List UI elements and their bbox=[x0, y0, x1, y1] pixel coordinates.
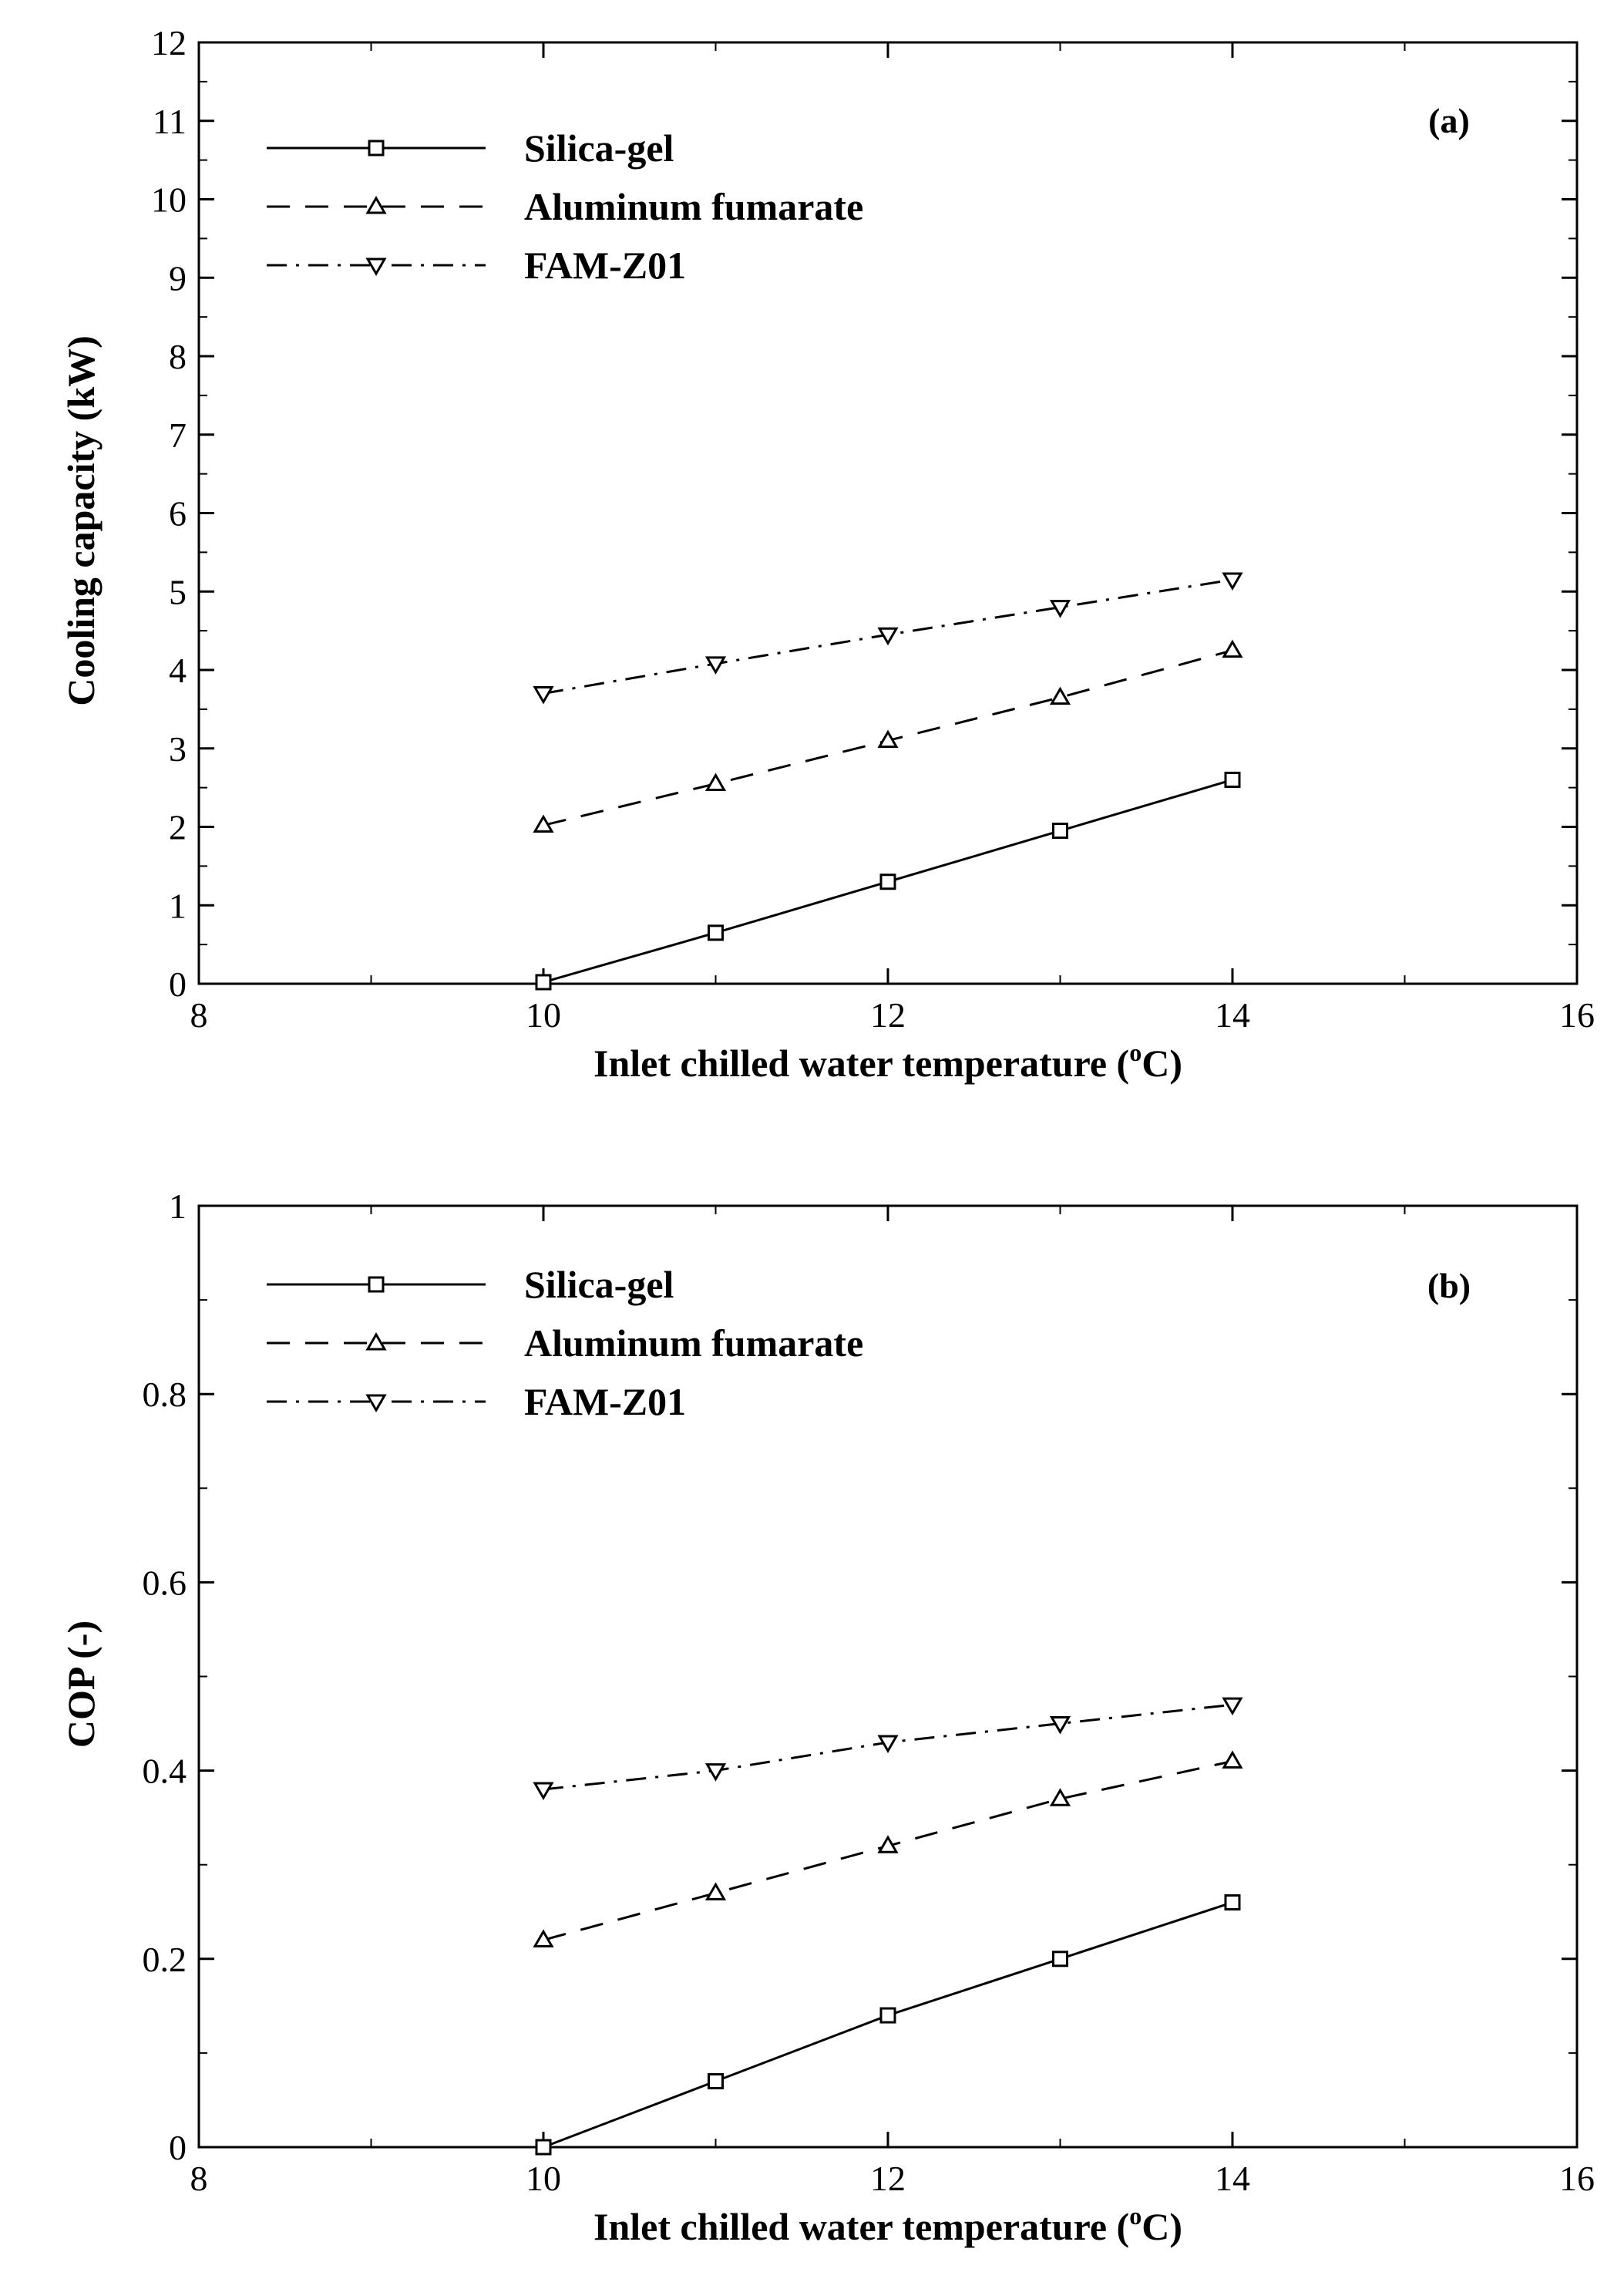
legend-marker bbox=[368, 1276, 385, 1293]
data-point-series-1 bbox=[533, 1929, 554, 1947]
data-point-series-0 bbox=[708, 2073, 724, 2090]
data-point-series-1 bbox=[533, 814, 554, 833]
data-point-series-2 bbox=[877, 627, 899, 646]
data-point-series-2 bbox=[533, 686, 554, 705]
y-tick-label: 0 bbox=[169, 964, 187, 1004]
data-point-series-1 bbox=[704, 1882, 727, 1900]
data-point-series-0 bbox=[1224, 1894, 1241, 1911]
data-point-series-0 bbox=[1052, 823, 1068, 840]
data-point-series-0 bbox=[535, 974, 552, 991]
x-axis-title: Inlet chilled water temperature (oC) bbox=[593, 2202, 1182, 2248]
x-tick-label: 14 bbox=[1215, 995, 1250, 1035]
y-tick-label: 0.6 bbox=[143, 1563, 187, 1602]
x-tick-label: 8 bbox=[190, 995, 208, 1035]
x-tick-label: 12 bbox=[870, 2159, 906, 2198]
legend-marker bbox=[365, 1394, 387, 1412]
data-point-series-1 bbox=[1222, 1750, 1243, 1769]
data-point-series-0 bbox=[879, 874, 896, 890]
x-tick-label: 12 bbox=[870, 995, 906, 1035]
chart-panel-b: 8 10 12 14 16 0 0.2 0.4 0.6 0.8 1 Inlet chilled wat… bbox=[59, 1187, 1595, 2248]
data-point-series-2 bbox=[704, 656, 727, 675]
x-axis-title: Inlet chilled water temperature (oC) bbox=[593, 1038, 1182, 1085]
x-tick-label: 16 bbox=[1559, 2159, 1595, 2198]
data-point-series-2 bbox=[1222, 1697, 1243, 1716]
legend-label: FAM-Z01 bbox=[524, 1380, 686, 1423]
plot-frame bbox=[197, 41, 1579, 985]
y-tick-label: 0.2 bbox=[143, 1940, 187, 1979]
x-tick-label: 8 bbox=[190, 2159, 208, 2198]
series-line-0 bbox=[543, 1901, 1233, 2149]
legend-marker bbox=[368, 140, 385, 157]
data-point-series-1 bbox=[877, 1835, 899, 1853]
y-tick-label: 2 bbox=[169, 808, 187, 847]
data-point-series-1 bbox=[704, 773, 727, 792]
y-axis-title: Cooling capacity (kW) bbox=[59, 335, 103, 706]
data-point-series-2 bbox=[1049, 600, 1071, 618]
data-point-series-1 bbox=[1049, 1788, 1071, 1806]
y-tick-label: 1 bbox=[169, 1187, 187, 1226]
data-point-series-2 bbox=[704, 1763, 727, 1782]
legend-marker bbox=[365, 1332, 387, 1351]
y-tick-label: 10 bbox=[151, 180, 187, 220]
data-point-series-0 bbox=[1224, 771, 1241, 788]
legend-marker bbox=[365, 196, 387, 214]
x-tick-label: 10 bbox=[526, 2159, 561, 2198]
data-point-series-2 bbox=[1222, 572, 1243, 591]
y-tick-label: 7 bbox=[169, 416, 187, 455]
data-point-series-0 bbox=[535, 2139, 552, 2156]
y-tick-label: 11 bbox=[153, 102, 187, 141]
data-point-series-0 bbox=[708, 924, 724, 941]
legend-label: FAM-Z01 bbox=[524, 244, 686, 287]
y-tick-label: 12 bbox=[151, 23, 187, 62]
x-tick-label: 16 bbox=[1559, 995, 1595, 1035]
data-point-series-0 bbox=[879, 2007, 896, 2024]
legend-label: Silica-gel bbox=[524, 1263, 674, 1306]
data-point-series-1 bbox=[877, 729, 899, 749]
data-point-series-2 bbox=[533, 1782, 554, 1801]
panel-label: (b) bbox=[1427, 1266, 1471, 1305]
plot-frame bbox=[197, 1204, 1579, 2149]
legend-marker bbox=[365, 258, 387, 276]
y-tick-label: 3 bbox=[169, 729, 187, 769]
data-point-series-1 bbox=[1049, 686, 1071, 705]
data-point-series-2 bbox=[1049, 1716, 1071, 1735]
y-tick-label: 1 bbox=[169, 886, 187, 925]
y-tick-label: 6 bbox=[169, 494, 187, 534]
legend-label: Silica-gel bbox=[524, 126, 674, 170]
y-tick-label: 0.4 bbox=[143, 1752, 187, 1791]
y-tick-label: 9 bbox=[169, 258, 187, 298]
y-tick-label: 0 bbox=[169, 2128, 187, 2167]
y-tick-label: 4 bbox=[169, 651, 187, 690]
panel-label: (a) bbox=[1428, 101, 1470, 140]
legend-label: Aluminum fumarate bbox=[524, 185, 863, 228]
y-tick-label: 0.8 bbox=[143, 1375, 187, 1414]
data-point-series-2 bbox=[877, 1735, 899, 1753]
data-point-series-0 bbox=[1052, 1951, 1068, 1968]
x-tick-label: 10 bbox=[526, 995, 561, 1035]
data-point-series-1 bbox=[1222, 639, 1243, 658]
y-tick-label: 5 bbox=[169, 572, 187, 611]
y-tick-label: 8 bbox=[169, 337, 187, 376]
y-axis-title: COP (-) bbox=[59, 1621, 103, 1748]
legend-label: Aluminum fumarate bbox=[524, 1321, 863, 1365]
x-tick-label: 14 bbox=[1215, 2159, 1250, 2198]
